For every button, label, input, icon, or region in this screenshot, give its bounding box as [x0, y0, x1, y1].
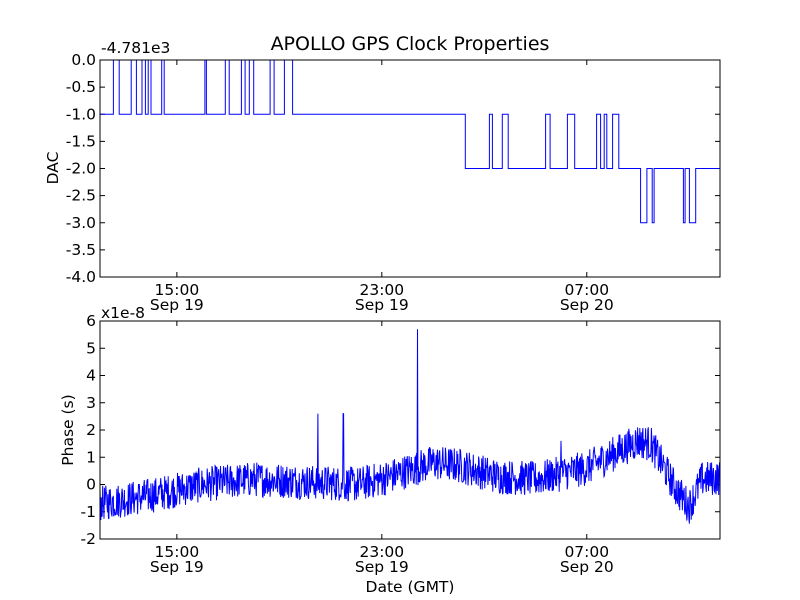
- phase-y-ticks: -2 -1 0 1 2 3 4 5 6: [81, 312, 720, 548]
- dac-ytick-label: 0.0: [71, 51, 96, 69]
- phase-xtick-date: Sep 20: [560, 558, 614, 576]
- phase-ytick-label: 0: [86, 476, 96, 494]
- dac-xtick-date: Sep 19: [355, 296, 409, 314]
- dac-xtick-date: Sep 20: [560, 296, 614, 314]
- dac-offset-label: -4.781e3: [101, 39, 170, 57]
- dac-ytick-label: -2.5: [66, 187, 96, 205]
- phase-ytick-label: -2: [81, 530, 96, 548]
- dac-ytick-label: -3.0: [66, 214, 96, 232]
- phase-ytick-label: 5: [86, 339, 96, 357]
- dac-ytick-label: -3.5: [66, 241, 96, 259]
- dac-ytick-label: -1.0: [66, 105, 96, 123]
- dac-ytick-label: -4.0: [66, 268, 96, 286]
- dac-ytick-label: -0.5: [66, 78, 96, 96]
- phase-xtick-date: Sep 19: [150, 558, 204, 576]
- phase-ytick-label: 2: [86, 421, 96, 439]
- phase-xtick-time: 15:00: [155, 543, 200, 561]
- dac-xtick-date: Sep 19: [150, 296, 204, 314]
- dac-xtick-time: 23:00: [359, 281, 404, 299]
- dac-xtick-time: 15:00: [155, 281, 200, 299]
- phase-series-line: [99, 329, 721, 524]
- phase-xlabel: Date (GMT): [366, 578, 455, 596]
- phase-ylabel: Phase (s): [59, 394, 77, 465]
- dac-ylabel: DAC: [44, 152, 62, 185]
- dac-ytick-label: -1.5: [66, 132, 96, 150]
- phase-ytick-label: 4: [86, 367, 96, 385]
- phase-ytick-label: 3: [86, 394, 96, 412]
- phase-plot-frame: [99, 320, 721, 540]
- dac-axes: -4.781e3 DAC 0.0 -0.5 -1.0 -1.5 -2.0 -2.5 -3.0…: [44, 39, 721, 314]
- dac-ytick-label: -2.0: [66, 160, 96, 178]
- phase-xtick-time: 23:00: [359, 543, 404, 561]
- phase-ytick-label: 1: [86, 448, 96, 466]
- phase-ytick-label: 6: [86, 312, 96, 330]
- phase-xtick-time: 07:00: [564, 543, 609, 561]
- dac-series-line: [100, 59, 720, 224]
- phase-xtick-date: Sep 19: [355, 558, 409, 576]
- dac-plot-frame: [99, 59, 721, 278]
- dac-xtick-time: 07:00: [564, 281, 609, 299]
- phase-offset-label: x1e-8: [101, 304, 145, 322]
- phase-ytick-label: -1: [81, 503, 96, 521]
- figure-title: APOLLO GPS Clock Properties: [271, 33, 550, 55]
